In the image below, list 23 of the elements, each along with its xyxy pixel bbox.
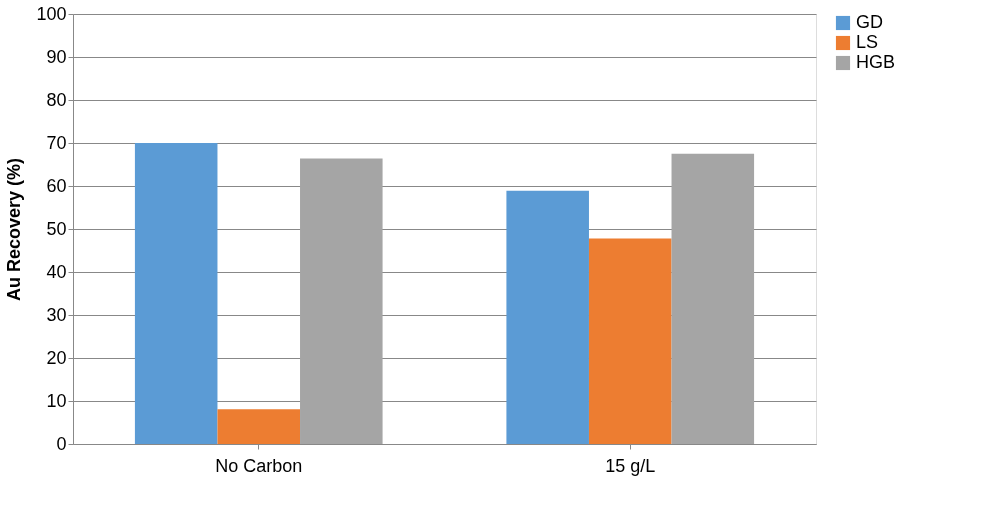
- y-tick-label: 80: [46, 89, 67, 110]
- y-tick-label: 40: [46, 261, 67, 282]
- y-tick-label: 0: [56, 433, 67, 454]
- bar: [588, 238, 672, 444]
- legend-label: GD: [856, 12, 883, 32]
- bar: [671, 153, 755, 444]
- y-tick-label: 20: [46, 347, 67, 368]
- bar: [217, 409, 301, 444]
- y-axis-title: Au Recovery (%): [4, 157, 25, 302]
- bar: [506, 190, 589, 444]
- y-tick-label: 70: [46, 132, 67, 153]
- legend-label: HGB: [856, 52, 896, 72]
- y-tick-label: 90: [46, 46, 67, 67]
- legend-label: LS: [856, 32, 879, 52]
- bar: [300, 158, 383, 444]
- x-tick-label: 15 g/L: [605, 455, 656, 476]
- y-tick-label: 30: [46, 304, 67, 325]
- y-tick-label: 100: [36, 3, 67, 24]
- y-tick-label: 10: [46, 390, 67, 411]
- y-tick-label: 50: [46, 218, 67, 239]
- x-tick-label: No Carbon: [215, 455, 303, 476]
- y-tick-label: 60: [46, 175, 67, 196]
- bar: [134, 143, 218, 444]
